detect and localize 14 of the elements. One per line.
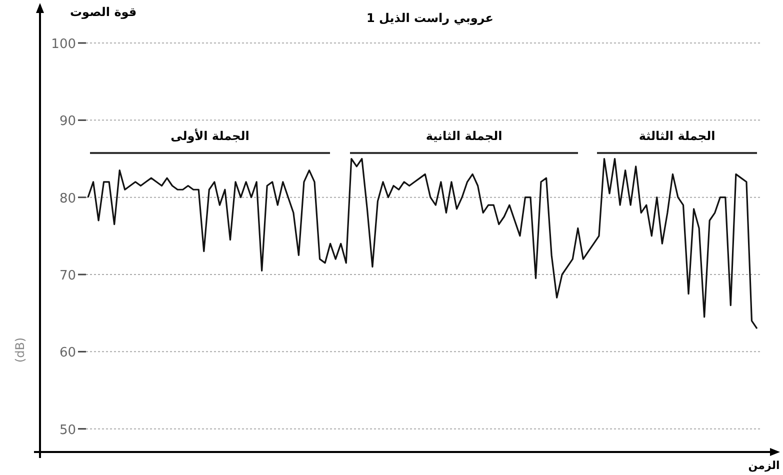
y-tick-label: 70 <box>59 268 76 284</box>
annotation: الجملة الثالثة <box>638 129 716 143</box>
y-tick-label: 80 <box>59 191 76 206</box>
x-axis-title: الزمن <box>748 459 780 472</box>
y-tick-label: 90 <box>59 114 76 130</box>
annotation: الجملة الثانية <box>426 129 502 143</box>
y-tick-label: 50 <box>59 422 76 438</box>
line-series <box>87 158 758 330</box>
chart-title: عروبي راست الذيل 1 <box>366 11 494 25</box>
y-tick-label: 100 <box>51 37 76 52</box>
annotation: الجملة الأولى <box>170 128 250 143</box>
text: (dB) <box>13 337 27 363</box>
y-tick-label: 60 <box>59 346 76 361</box>
y-axis-title: قوة الصوت <box>70 5 137 19</box>
